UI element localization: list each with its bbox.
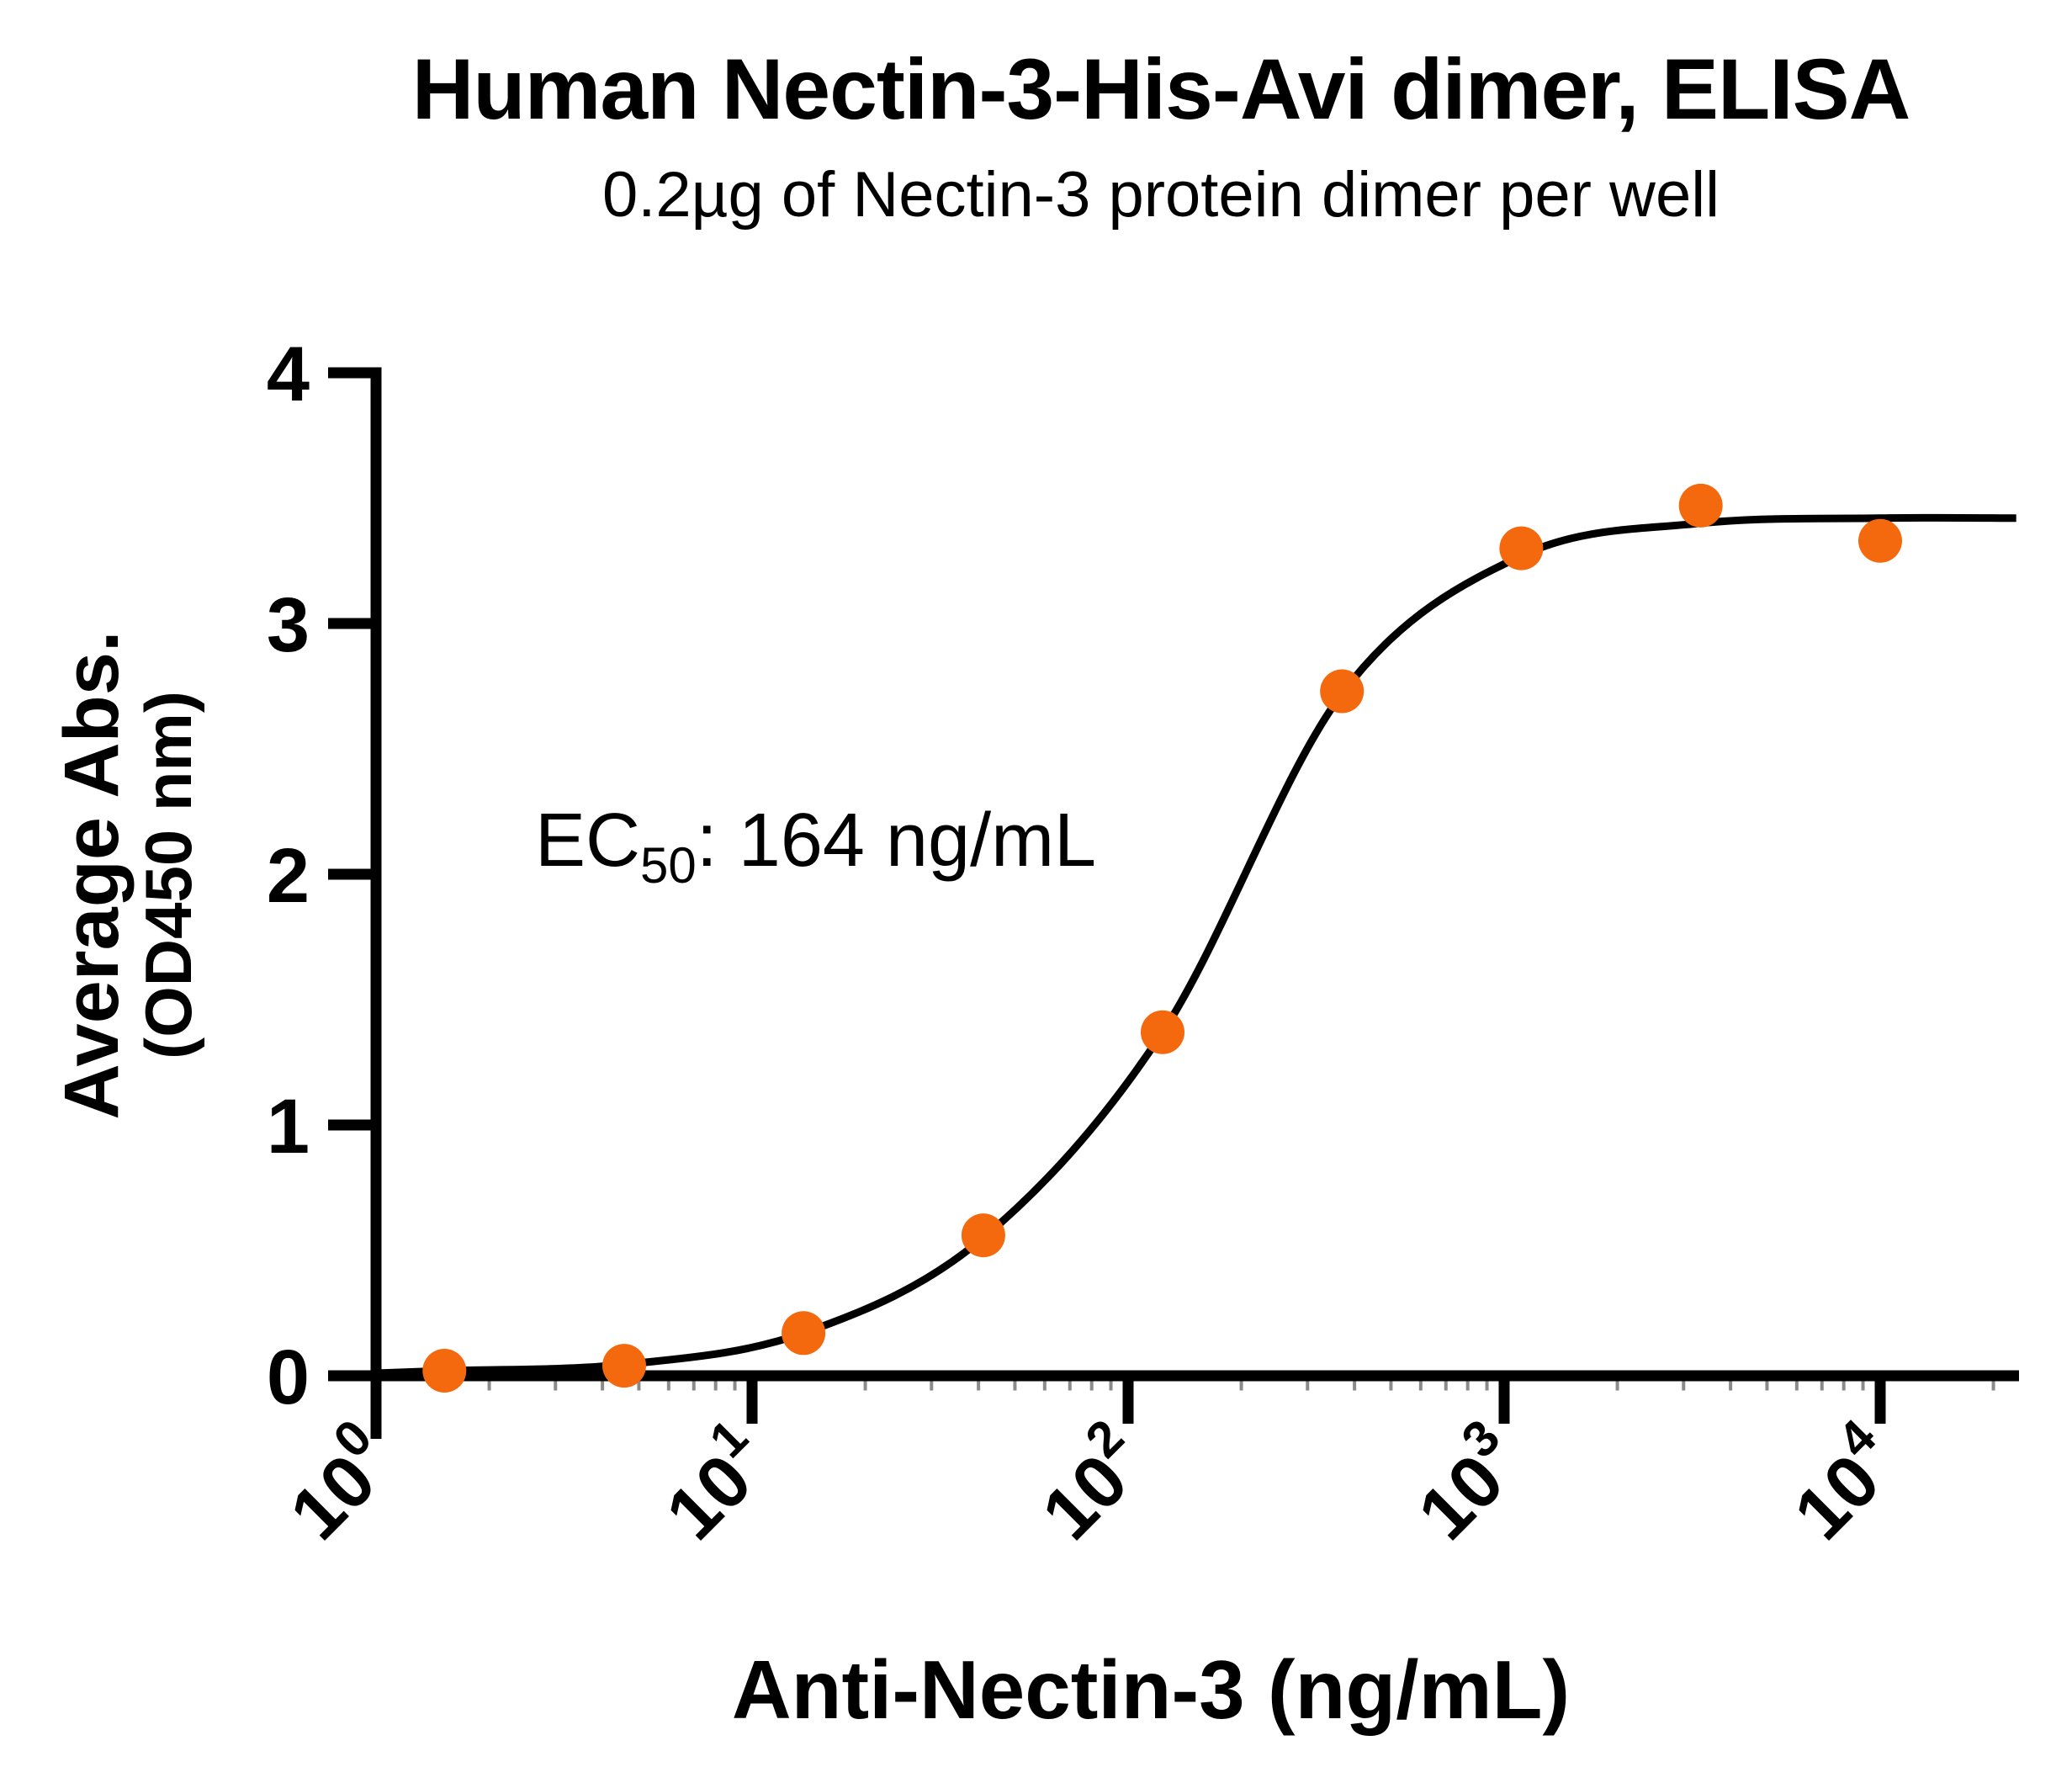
data-point <box>422 1349 467 1393</box>
x-tick-label: 104 <box>1768 1409 1916 1556</box>
fit-curve <box>375 513 2016 1377</box>
ec50-value: : 164 ng/mL <box>696 799 1097 883</box>
data-point <box>602 1344 646 1388</box>
data-point <box>961 1213 1005 1258</box>
y-tick-label: 1 <box>267 1084 310 1170</box>
data-point <box>1678 483 1723 528</box>
data-point <box>1499 526 1544 570</box>
data-point <box>782 1311 826 1356</box>
x-tick-label: 103 <box>1392 1409 1539 1555</box>
y-tick-label: 0 <box>267 1335 310 1420</box>
y-tick-label: 2 <box>267 833 310 919</box>
ec50-prefix: EC <box>535 799 641 883</box>
ec50-annotation: EC50: 164 ng/mL <box>535 798 1096 894</box>
ec50-subscript: 50 <box>640 837 697 894</box>
chart-title: Human Nectin-3-His-Avi dimer, ELISA <box>411 41 1911 137</box>
x-tick-label: 100 <box>264 1409 411 1555</box>
y-tick-label: 4 <box>267 332 310 417</box>
data-point <box>1858 518 1902 563</box>
x-axis-label: Anti-Nectin-3 (ng/mL) <box>731 1643 1571 1736</box>
x-tick-label: 101 <box>640 1409 787 1555</box>
y-tick-label: 3 <box>267 582 310 668</box>
chart-subtitle: 0.2µg of Nectin-3 protein dimer per well <box>602 159 1720 231</box>
data-point <box>1320 669 1365 714</box>
x-tick-label: 102 <box>1016 1409 1163 1555</box>
data-point <box>1141 1010 1184 1054</box>
